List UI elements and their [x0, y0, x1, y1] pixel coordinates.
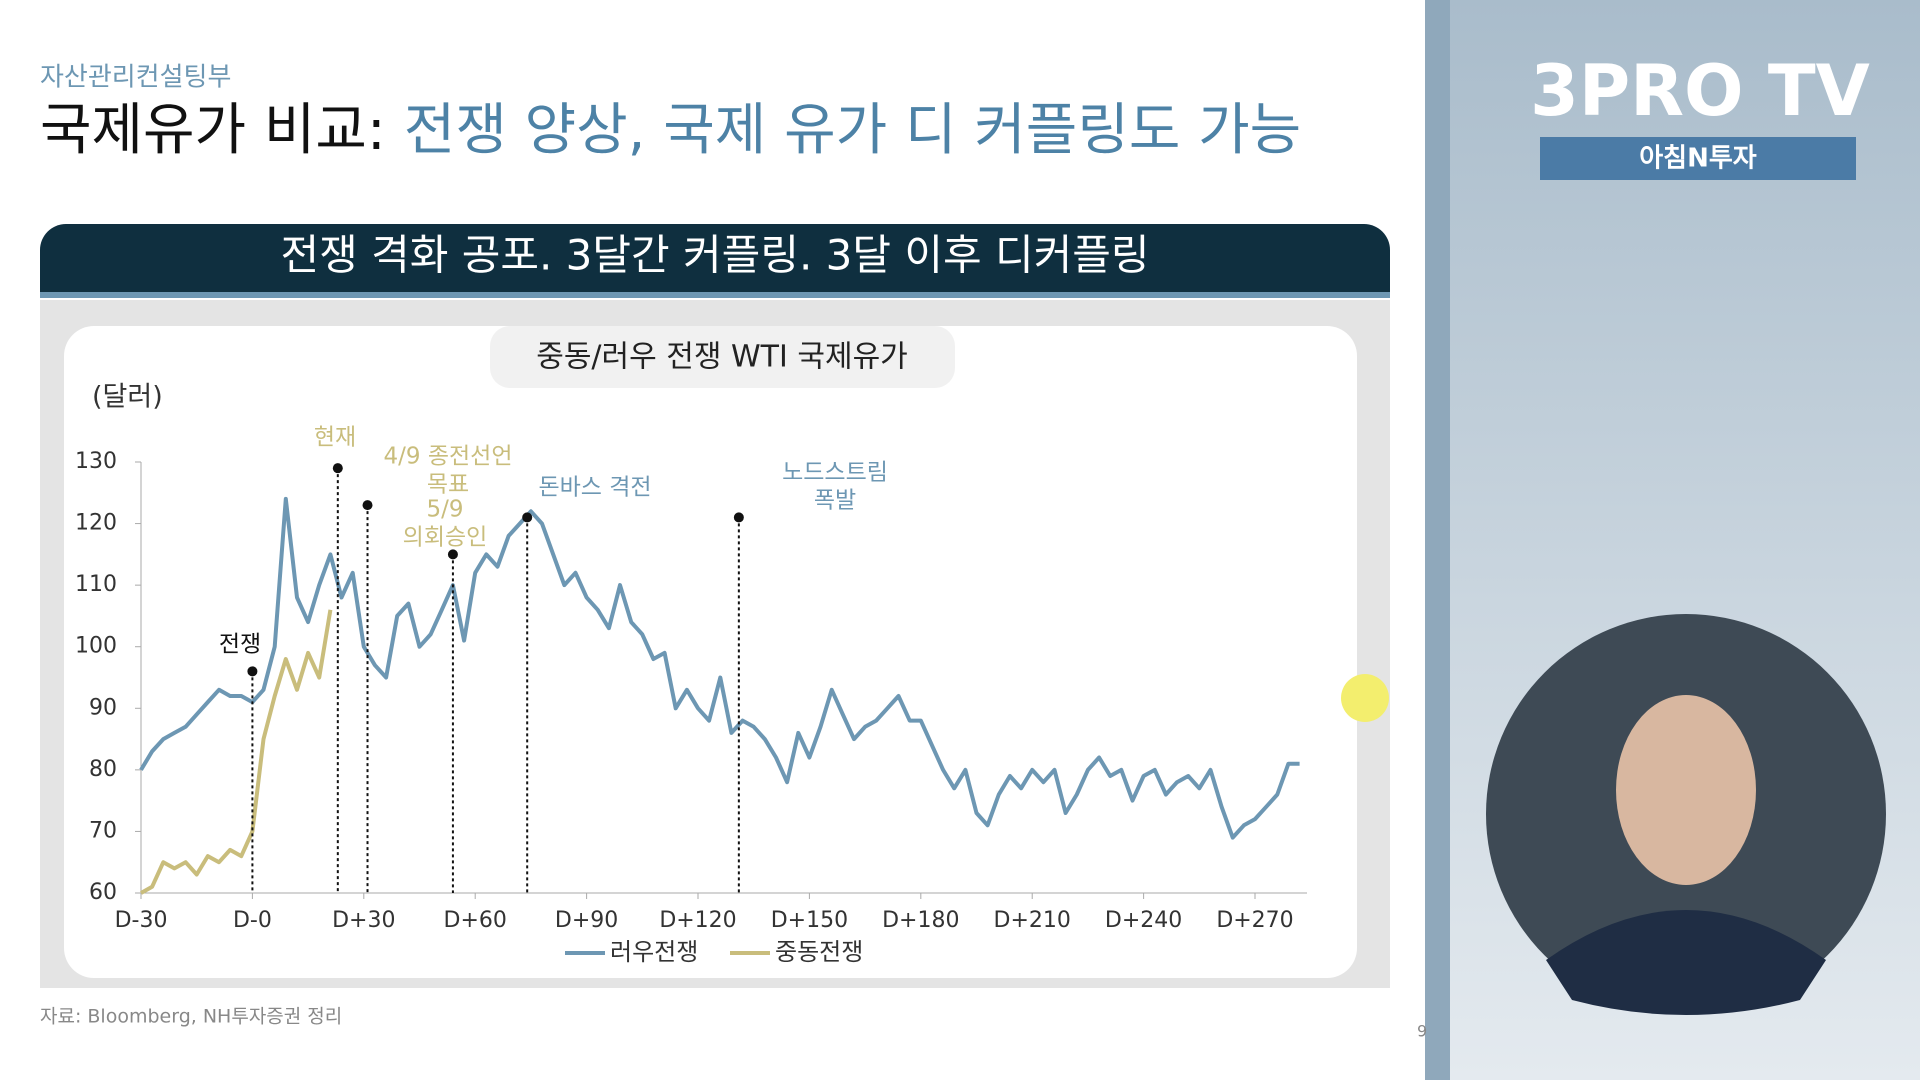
event-label: 노드스트림 [782, 460, 888, 486]
y-tick-label: 90 [89, 695, 117, 720]
chart-title: 중동/러우 전쟁 WTI 국제유가 [536, 340, 908, 375]
event-dot [447, 549, 458, 560]
plot: 60 70 80 90 100 110 120 130 D-30 D-0 D+30 D+60 D+90 D… [75, 425, 1307, 966]
y-tick-label: 120 [75, 511, 117, 536]
y-tick-label: 60 [89, 880, 117, 905]
program-name: 아침N투자 [1639, 144, 1757, 174]
x-tick-label: D+180 [882, 908, 959, 933]
x-tick-label: D-0 [233, 908, 272, 933]
event-label: 의회승인 [403, 525, 488, 551]
event-label: 돈바스 격전 [538, 475, 651, 501]
event-label: 폭발 [814, 488, 856, 514]
x-tick-label: D+120 [659, 908, 736, 933]
page-number: 9 [1417, 1022, 1427, 1041]
banner-edge [40, 292, 1390, 298]
department: 자산관리컨설팅부 [40, 63, 231, 93]
x-tick-label: D+150 [771, 908, 848, 933]
y-tick-label: 70 [89, 818, 117, 843]
x-tick-label: D+270 [1216, 908, 1293, 933]
event-dot [522, 512, 533, 523]
event-label: 5/9 [426, 497, 463, 523]
y-tick-label: 110 [75, 572, 117, 597]
y-tick-label: 130 [75, 449, 117, 474]
channel-logo: 3PRO TV [1530, 50, 1870, 132]
webcam-face [1616, 695, 1756, 885]
event-dot [362, 500, 373, 511]
event-dot [733, 512, 744, 523]
y-tick-label: 100 [75, 634, 117, 659]
title-main: 전쟁 양상, 국제 유가 디 커플링도 가능 [404, 98, 1301, 163]
webcam-body [1546, 910, 1826, 1015]
cursor-highlight [1341, 674, 1389, 722]
x-tick-label: D+60 [444, 908, 507, 933]
event-dot [332, 463, 343, 474]
x-tick-label: D+90 [555, 908, 618, 933]
side-strip [1425, 0, 1450, 1080]
title-prefix: 국제유가 비교: [40, 98, 386, 163]
x-tick-label: D+30 [332, 908, 395, 933]
legend-label: 중동전쟁 [775, 938, 863, 966]
slide-title: 국제유가 비교: 전쟁 양상, 국제 유가 디 커플링도 가능 [40, 98, 1301, 163]
chart-card [64, 326, 1357, 978]
source: 자료: Bloomberg, NH투자증권 정리 [40, 1006, 342, 1028]
series-line [139, 496, 1300, 840]
x-tick-label: D+240 [1105, 908, 1182, 933]
event-label: 목표 [427, 472, 469, 498]
event-label: 전쟁 [219, 632, 261, 658]
chart-title-pill [490, 326, 955, 388]
legend-label: 러우전쟁 [610, 938, 698, 966]
x-tick-label: D+210 [994, 908, 1071, 933]
banner [40, 224, 1390, 296]
y-tick-label: 80 [89, 757, 117, 782]
event-label: 현재 [314, 425, 356, 451]
event-label: 4/9 종전선언 [384, 444, 513, 470]
y-axis-label: (달러) [92, 382, 163, 413]
event-dot [247, 666, 258, 677]
series-line [140, 609, 333, 895]
banner-text: 전쟁 격화 공포. 3달간 커플링. 3달 이후 디커플링 [280, 231, 1149, 280]
x-tick-label: D-30 [115, 908, 168, 933]
program-bar [1540, 137, 1856, 180]
